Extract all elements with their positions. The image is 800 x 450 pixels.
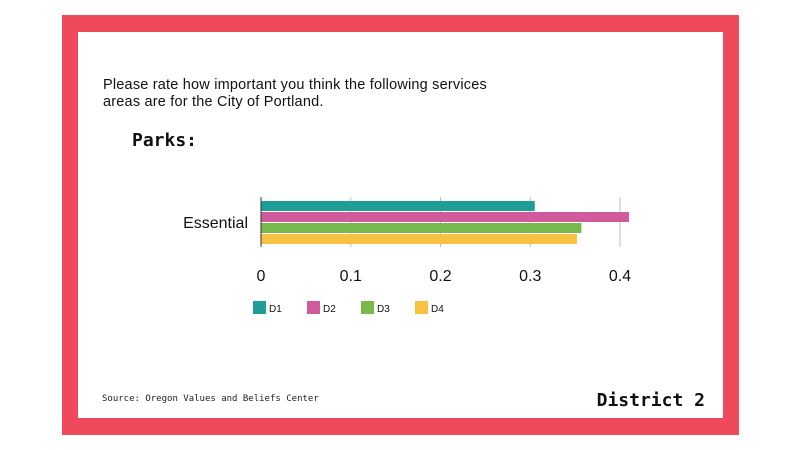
x-tick-label: 0.3 [519, 268, 541, 285]
legend-label-d4: D4 [431, 304, 444, 315]
legend-swatch-d3 [361, 301, 374, 314]
legend-swatch-d1 [253, 301, 266, 314]
legend-swatch-d4 [415, 301, 428, 314]
legend-swatch-d2 [307, 301, 320, 314]
legend-label-d2: D2 [323, 304, 336, 315]
legend-label-d1: D1 [269, 304, 282, 315]
source-note: Source: Oregon Values and Beliefs Center [102, 394, 319, 404]
x-tick-label: 0 [257, 268, 266, 285]
bar-d1 [261, 201, 535, 211]
subject-title: Parks: [132, 130, 198, 151]
x-tick-label: 0.2 [429, 268, 451, 285]
question-text: Please rate how important you think the … [103, 77, 487, 110]
category-label: Essential [183, 215, 248, 232]
x-tick-label: 0.1 [340, 268, 362, 285]
bar-d4 [261, 234, 577, 244]
bar-d2 [261, 212, 629, 222]
legend-label-d3: D3 [377, 304, 390, 315]
bar-d3 [261, 223, 582, 233]
district-label: District 2 [596, 390, 705, 411]
x-tick-label: 0.4 [609, 268, 631, 285]
